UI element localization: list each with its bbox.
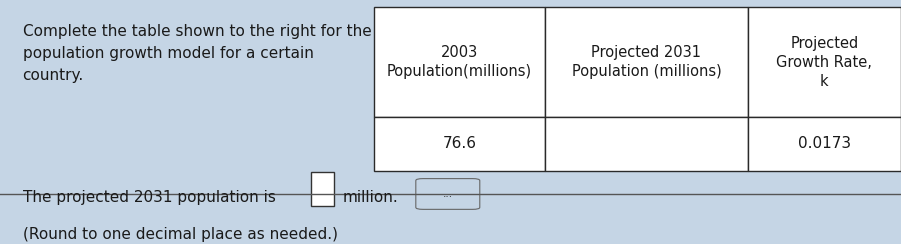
Bar [545, 7, 748, 117]
Text: million.: million. [342, 190, 398, 205]
Bar [311, 172, 334, 206]
Text: 2003
Population(millions): 2003 Population(millions) [387, 45, 532, 79]
Text: 0.0173: 0.0173 [798, 136, 851, 152]
Bar [374, 117, 545, 171]
Text: The projected 2031 population is: The projected 2031 population is [23, 190, 276, 205]
Bar [545, 117, 748, 171]
Text: Complete the table shown to the right for the
population growth model for a cert: Complete the table shown to the right fo… [23, 24, 371, 83]
Text: Projected 2031
Population (millions): Projected 2031 Population (millions) [571, 45, 722, 79]
Text: Projected
Growth Rate,
k: Projected Growth Rate, k [777, 36, 872, 89]
Bar [748, 7, 901, 117]
Bar [748, 117, 901, 171]
Bar [374, 7, 545, 117]
Text: ...: ... [442, 189, 453, 199]
Text: (Round to one decimal place as needed.): (Round to one decimal place as needed.) [23, 227, 338, 242]
Text: 76.6: 76.6 [442, 136, 477, 152]
FancyBboxPatch shape [415, 179, 479, 209]
